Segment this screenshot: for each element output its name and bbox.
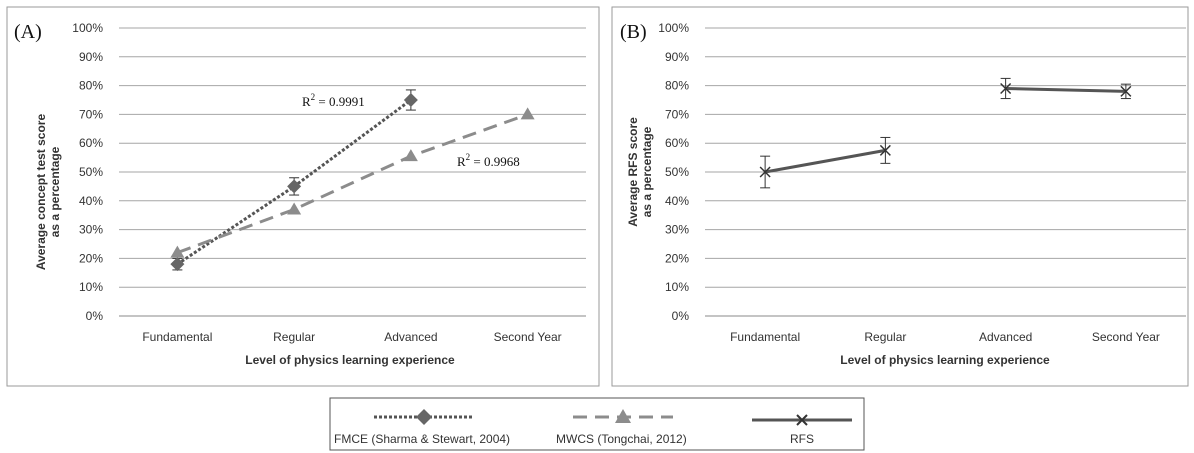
panel-a-y-axis-label-line1: Average concept test score (34, 114, 48, 271)
panel-a-r2-fmce: R2 = 0.9991 (302, 92, 365, 109)
legend-item-fmce: FMCE (Sharma & Stewart, 2004) (334, 409, 510, 446)
legend-item-rfs: RFS (752, 414, 852, 446)
panel-a-y-axis-label: Average concept test score as a percenta… (34, 114, 62, 271)
data-point-diamond (287, 179, 302, 194)
panel-b-marks (759, 77, 1132, 189)
data-point-x (1120, 85, 1132, 97)
y-tick-label: 80% (79, 79, 103, 93)
y-tick-label: 30% (665, 223, 689, 237)
legend-mwcs-triangle-marker (615, 409, 631, 423)
y-tick-label: 20% (79, 251, 103, 265)
y-tick-label: 90% (79, 50, 103, 64)
x-tick-label: Regular (864, 330, 906, 344)
panel-b-gridlines (705, 27, 1186, 317)
legend-fmce-diamond-marker (416, 409, 432, 425)
y-tick-label: 60% (665, 136, 689, 150)
panel-b-y-ticks: 0% 10% 20% 30% 40% 50% 60% 70% 80% 90% 100% (658, 21, 689, 323)
panel-b-x-axis-label: Level of physics learning experience (840, 353, 1050, 367)
series-line (176, 112, 529, 255)
data-point-triangle (170, 245, 185, 258)
y-tick-label: 50% (79, 165, 103, 179)
panel-a-x-axis-label: Level of physics learning experience (245, 353, 455, 367)
y-tick-label: 70% (665, 107, 689, 121)
data-point-triangle (287, 202, 302, 215)
x-tick-label: Second Year (1092, 330, 1160, 344)
panel-b-y-axis-label: Average RFS score as a percentage (626, 117, 654, 227)
legend-fmce-label: FMCE (Sharma & Stewart, 2004) (334, 432, 510, 446)
data-point-diamond (170, 257, 185, 272)
x-tick-label: Advanced (384, 330, 437, 344)
x-tick-label: Fundamental (142, 330, 212, 344)
panel-a-label: (A) (14, 21, 42, 43)
legend-rfs-x-marker (796, 414, 808, 426)
x-tick-label: Fundamental (730, 330, 800, 344)
x-tick-label: Regular (273, 330, 315, 344)
panel-a-gridlines (119, 27, 586, 317)
y-tick-label: 100% (72, 21, 103, 35)
y-tick-label: 40% (79, 194, 103, 208)
panel-b-y-axis-label-line1: Average RFS score (626, 117, 640, 227)
legend-mwcs-label: MWCS (Tongchai, 2012) (556, 432, 687, 446)
y-tick-label: 10% (665, 280, 689, 294)
panel-a-x-ticks: Fundamental Regular Advanced Second Year (142, 330, 561, 344)
data-point-x (879, 144, 891, 156)
y-tick-label: 60% (79, 136, 103, 150)
y-tick-label: 50% (665, 165, 689, 179)
series-line (764, 148, 886, 174)
x-tick-label: Second Year (494, 330, 562, 344)
data-point-diamond (403, 93, 418, 107)
panel-a-y-ticks: 0% 10% 20% 30% 40% 50% 60% 70% 80% 90% 100% (72, 21, 103, 323)
y-tick-label: 0% (86, 309, 104, 323)
y-tick-label: 20% (665, 251, 689, 265)
panel-a-frame (6, 6, 600, 387)
panel-b-frame (611, 6, 1189, 387)
y-tick-label: 30% (79, 223, 103, 237)
legend-box (329, 397, 865, 451)
legend-item-mwcs: MWCS (Tongchai, 2012) (556, 409, 687, 446)
y-tick-label: 70% (79, 107, 103, 121)
legend-rfs-label: RFS (790, 432, 814, 446)
panel-b-y-axis-label-line2: as a percentage (640, 126, 654, 217)
y-tick-label: 40% (665, 194, 689, 208)
y-tick-label: 80% (665, 79, 689, 93)
data-point-x (759, 166, 771, 178)
data-point-triangle (520, 107, 535, 120)
data-point-triangle (403, 149, 418, 162)
y-tick-label: 100% (658, 21, 689, 35)
y-tick-label: 0% (672, 309, 690, 323)
x-tick-label: Advanced (979, 330, 1032, 344)
panel-b-x-ticks: Fundamental Regular Advanced Second Year (730, 330, 1160, 344)
panel-a-r2-mwcs: R2 = 0.9968 (457, 152, 520, 169)
panel-a-marks (170, 89, 535, 272)
y-tick-label: 10% (79, 280, 103, 294)
data-point-x (1000, 82, 1012, 95)
series-line (1005, 86, 1126, 93)
y-tick-label: 90% (665, 50, 689, 64)
panel-b-label: (B) (620, 21, 647, 43)
panel-a-y-axis-label-line2: as a percentage (48, 146, 62, 237)
